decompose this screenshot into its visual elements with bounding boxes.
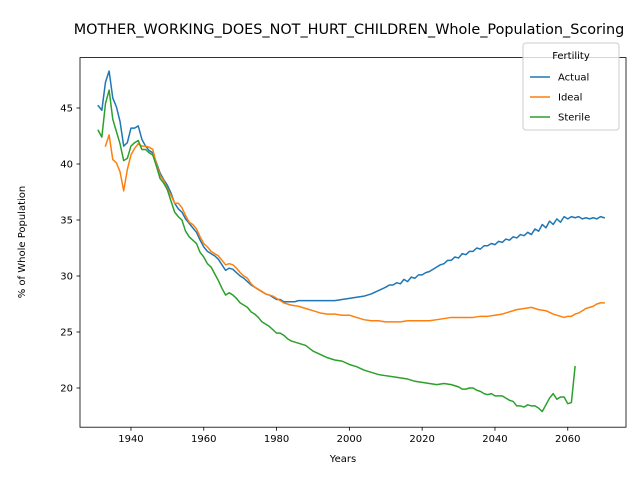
chart-title: MOTHER_WORKING_DOES_NOT_HURT_CHILDREN_Wh… (74, 22, 624, 38)
legend-label-ideal: Ideal (558, 93, 582, 104)
x-axis: 1940 1960 1980 2000 2020 2040 2060 (118, 427, 580, 445)
y-tick-label: 40 (60, 160, 73, 171)
y-tick-label: 20 (60, 384, 73, 395)
x-tick-label: 2000 (337, 434, 362, 445)
legend-label-actual: Actual (558, 73, 589, 84)
legend-frame (522, 42, 620, 131)
legend: Fertility Actual Ideal Sterile (522, 42, 620, 131)
x-axis-label: Years (329, 454, 356, 465)
legend-title: Fertility (552, 51, 590, 62)
x-tick-label: 1960 (191, 434, 216, 445)
y-tick-label: 30 (60, 272, 73, 283)
x-tick-label: 2020 (409, 434, 434, 445)
x-tick-label: 1980 (264, 434, 289, 445)
series-layer (97, 70, 606, 413)
y-tick-label: 45 (60, 104, 73, 115)
x-tick-label: 1940 (118, 434, 143, 445)
y-axis-label: % of Whole Population (17, 186, 28, 299)
y-axis: 20 25 30 35 40 45 (60, 104, 80, 395)
series-line-sterile (97, 89, 576, 413)
y-tick-label: 25 (60, 328, 73, 339)
x-tick-label: 2060 (555, 434, 580, 445)
y-tick-label: 35 (60, 216, 73, 227)
series-line-actual (97, 70, 606, 303)
x-tick-label: 2040 (482, 434, 507, 445)
legend-label-sterile: Sterile (558, 113, 590, 124)
